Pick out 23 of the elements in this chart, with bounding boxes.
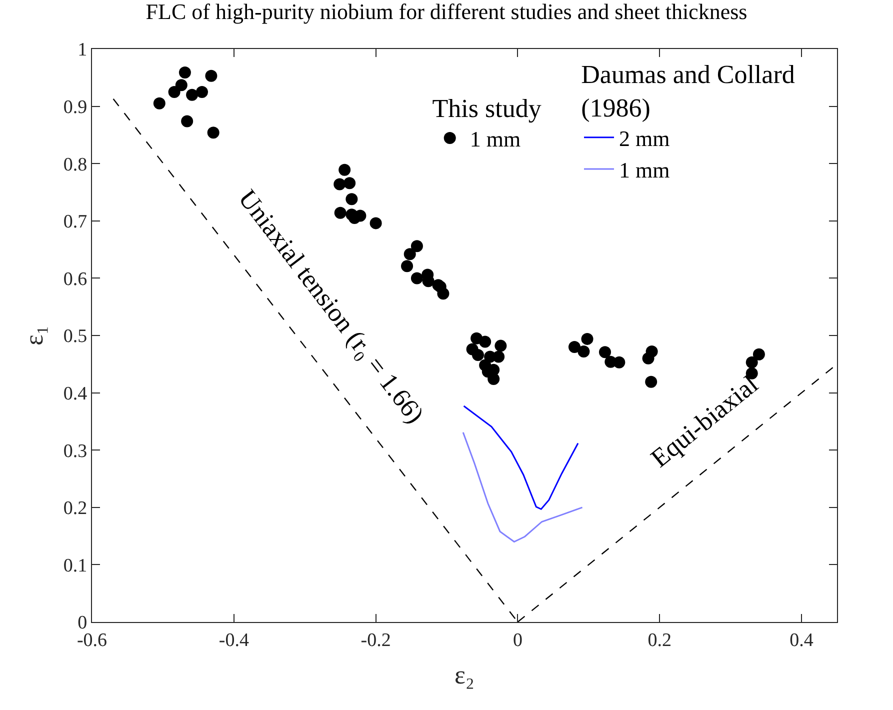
text: Daumas and Collard (1986) — [581, 60, 795, 123]
legend-label: 2 mm — [619, 126, 670, 151]
y-tick-label: 0.2 — [63, 498, 88, 520]
y-tick-label: 0.1 — [63, 555, 88, 576]
x-tick-label: 0.2 — [648, 630, 672, 651]
y-tick-label: 1 — [78, 40, 88, 61]
legend-label: 1 mm — [470, 126, 521, 152]
y-tick-label: 0.8 — [63, 154, 88, 176]
legend-label: 1 mm — [619, 158, 670, 183]
y-axis-title: ε₁ — [20, 326, 49, 346]
y-tick-label: 0.9 — [63, 96, 88, 118]
y-tick-label: 0.7 — [63, 212, 88, 233]
y-tick-label: 0.3 — [63, 440, 88, 462]
x-tick-label: 0.4 — [790, 630, 814, 651]
x-axis-title: ε₂ — [454, 660, 474, 690]
y-tick-label: 0.4 — [63, 383, 88, 404]
text: This study — [432, 94, 542, 124]
y-tick-label: 0.6 — [63, 268, 88, 290]
chart-title: FLC of high-purity niobium for different studies and sheet thickness — [146, 0, 748, 24]
y-tick-label: 0.5 — [63, 326, 88, 348]
x-tick-label: 0 — [512, 630, 522, 651]
x-tick-label: -0.4 — [218, 630, 250, 651]
x-tick-label: -0.2 — [360, 630, 391, 651]
